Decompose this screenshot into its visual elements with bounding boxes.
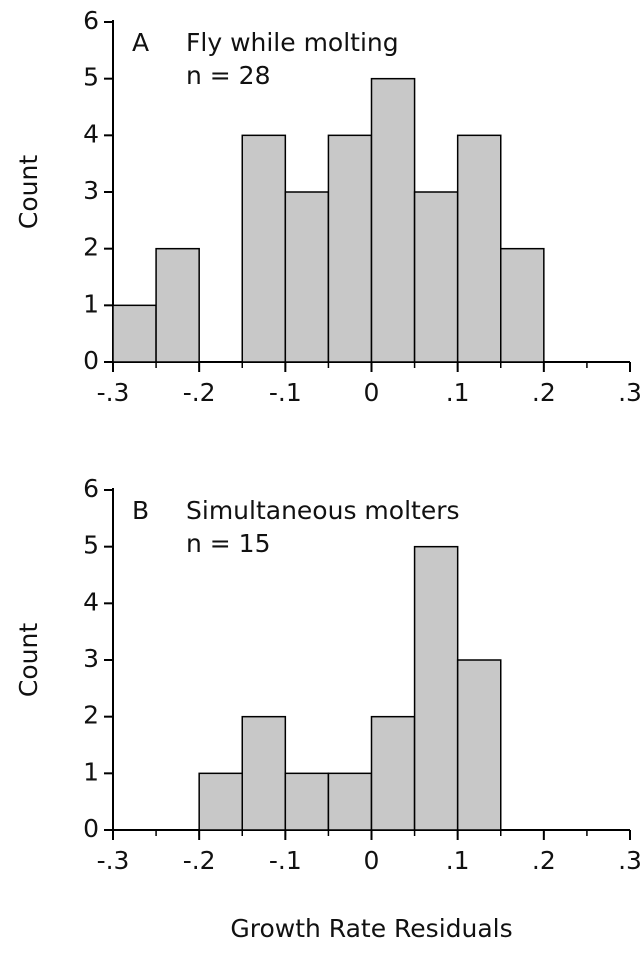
- bar: [241, 134, 287, 363]
- x-tick-label: .1: [446, 378, 470, 407]
- y-tick-label: 5: [83, 531, 99, 560]
- y-tick-label: 2: [83, 701, 99, 730]
- x-tick-label: -.2: [183, 378, 216, 407]
- x-axis-label: Growth Rate Residuals: [230, 914, 512, 943]
- annotation: n = 15: [186, 529, 271, 558]
- y-tick-label: 1: [83, 757, 99, 786]
- bar: [284, 191, 330, 363]
- x-tick-label: -.1: [269, 378, 302, 407]
- x-tick-label: .2: [532, 846, 556, 875]
- x-tick-label: .3: [618, 846, 642, 875]
- x-tick-label: -.3: [97, 378, 130, 407]
- y-tick-label: 4: [83, 119, 99, 148]
- bar: [500, 247, 545, 363]
- y-axis-label: Count: [14, 623, 43, 697]
- bar: [327, 772, 373, 831]
- x-tick-label: -.2: [183, 846, 216, 875]
- y-tick-label: 6: [83, 6, 99, 35]
- y-tick-label: 0: [83, 814, 99, 843]
- y-tick-label: 5: [83, 63, 99, 92]
- bar: [456, 134, 502, 363]
- x-tick-label: .1: [446, 846, 470, 875]
- x-tick-label: .3: [618, 378, 642, 407]
- bar: [370, 77, 416, 363]
- bar: [456, 659, 502, 831]
- bar: [112, 304, 157, 363]
- y-tick-label: 2: [83, 233, 99, 262]
- panel-title: Fly while molting: [186, 28, 399, 57]
- x-tick-label: 0: [364, 378, 380, 407]
- panel-label: A: [132, 28, 149, 57]
- x-tick-label: -.1: [269, 846, 302, 875]
- y-axis-label: Count: [14, 155, 43, 229]
- y-tick-label: 4: [83, 587, 99, 616]
- bar: [284, 772, 330, 831]
- x-tick-label: 0: [364, 846, 380, 875]
- y-tick-label: 1: [83, 289, 99, 318]
- x-tick-label: .2: [532, 378, 556, 407]
- bar: [413, 191, 459, 363]
- annotation: n = 28: [186, 61, 271, 90]
- bar: [155, 247, 200, 363]
- bar: [241, 715, 287, 831]
- y-tick-label: 6: [83, 474, 99, 503]
- y-tick-label: 0: [83, 346, 99, 375]
- x-tick-label: -.3: [97, 846, 130, 875]
- bar: [327, 134, 373, 363]
- y-tick-label: 3: [83, 644, 99, 673]
- bar: [198, 772, 244, 831]
- panel-title: Simultaneous molters: [186, 496, 460, 525]
- y-tick-label: 3: [83, 176, 99, 205]
- bar: [413, 545, 459, 831]
- panel-label: B: [132, 496, 149, 525]
- bar: [370, 715, 416, 831]
